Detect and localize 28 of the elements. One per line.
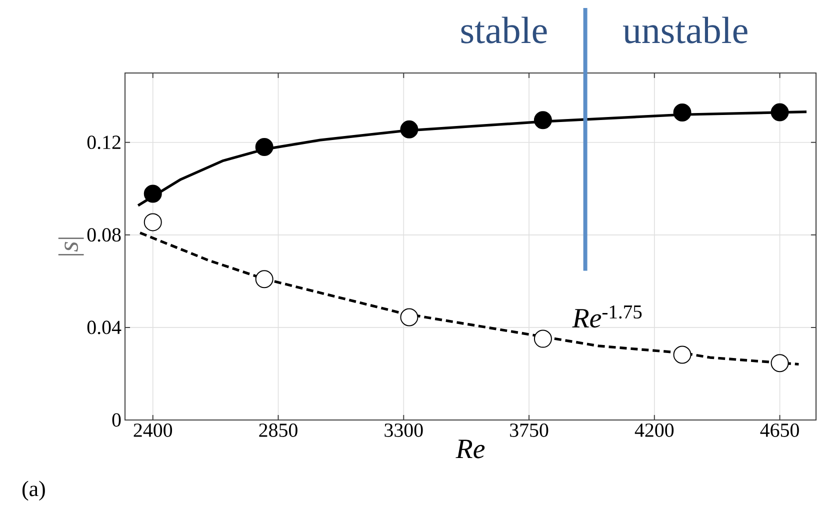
text: stable (461, 16, 547, 44)
text: (a) (22, 480, 45, 501)
x-tick-label: 4200 (634, 424, 674, 437)
y-tick-label: 0.04 (87, 320, 122, 334)
x-tick-label: 3300 (384, 424, 423, 437)
point (534, 111, 552, 130)
point (534, 330, 552, 348)
text: unstable (623, 16, 748, 44)
y-axis-title: |s| (58, 238, 84, 256)
x-axis-title: Re (456, 440, 485, 458)
x-tick-label: 3750 (510, 424, 548, 437)
point (770, 103, 789, 122)
y-tick-label: 0.08 (87, 228, 121, 242)
annotation: Re$^{-1.75}$ (572, 305, 642, 328)
x-tick-label: 2400 (134, 424, 172, 437)
point (673, 346, 692, 364)
y-tick-label: 0.12 (87, 136, 120, 150)
point (673, 104, 692, 122)
point (255, 270, 274, 288)
x-tick-label: 4650 (760, 424, 799, 437)
point (144, 184, 162, 203)
point (255, 138, 274, 156)
point (400, 308, 418, 326)
point (770, 354, 789, 372)
point (400, 120, 418, 138)
point (144, 213, 162, 232)
y-tick-label: 0 (112, 413, 121, 427)
x-tick-label: 2850 (259, 424, 298, 437)
